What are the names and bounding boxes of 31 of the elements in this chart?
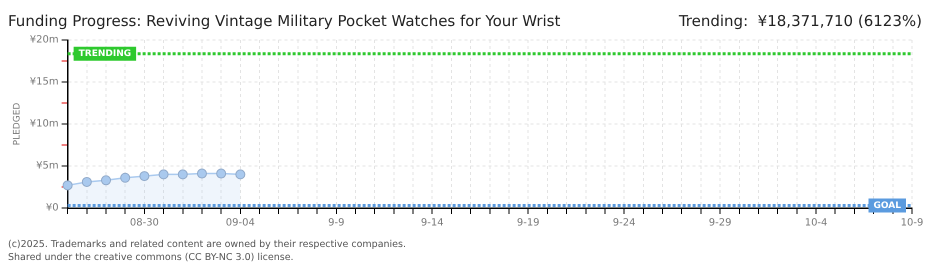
x-tick-label: 9-14 [420, 218, 444, 229]
y-tick-label: ¥0 [46, 202, 59, 214]
x-tick-label: 08-30 [130, 218, 159, 229]
point [62, 180, 73, 190]
point [158, 169, 169, 180]
x-tick-label: 09-04 [226, 218, 255, 229]
x-tick-label: 9-19 [516, 218, 540, 229]
chart-title: Funding Progress: Reviving Vintage Military Pocket Watches for Your Wrist [8, 12, 560, 30]
x-tick-label: 10-9 [900, 218, 924, 229]
text: (c)2025. Trademarks and related content are owned by their respective companies. [8, 238, 406, 251]
point [120, 172, 130, 183]
point [216, 168, 226, 179]
x-tick-label: 9-29 [708, 218, 732, 229]
x-tick-label: 9-9 [328, 218, 344, 229]
point [139, 171, 150, 182]
ref-line-label: TRENDING [78, 49, 132, 60]
point [196, 168, 207, 179]
y-axis-title: PLEDGED [12, 102, 23, 146]
chart-subtitle: Trending: ¥18,371,710 (6123%) [678, 12, 922, 30]
ref-line-label: GOAL [874, 200, 902, 211]
y-tick-label: ¥5m [36, 160, 59, 172]
x-tick-label: 9-24 [612, 218, 636, 229]
x-tick-label: 10-4 [804, 218, 828, 229]
point [235, 169, 246, 180]
point [178, 169, 188, 180]
point [101, 175, 112, 186]
text: Shared under the creative commons (CC BY-NC 3.0) license. [8, 251, 295, 264]
y-tick-label: ¥10m [30, 118, 59, 130]
point [82, 176, 92, 187]
y-tick-label: ¥20m [30, 34, 59, 46]
y-tick-label: ¥15m [30, 76, 59, 88]
